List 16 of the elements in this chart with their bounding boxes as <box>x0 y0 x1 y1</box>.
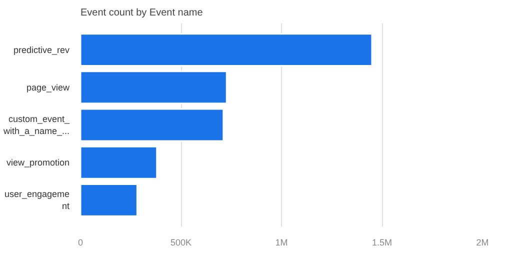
chart-title: Event count by Event name <box>80 8 204 18</box>
y-tick-label: view_promotion <box>6 158 70 168</box>
y-tick-label: predictive_rev <box>13 44 70 55</box>
bar <box>80 70 228 104</box>
y-tick-label: user_engagement <box>4 189 70 212</box>
x-tick-label: 0 <box>78 238 84 248</box>
y-tick-label: page_view <box>26 82 70 92</box>
x-tick-label: 500K <box>170 238 192 248</box>
bar <box>80 183 138 217</box>
x-tick-label: 1M <box>275 238 288 248</box>
bar <box>80 146 158 180</box>
bar <box>80 108 224 142</box>
y-tick-label: custom_event_with_a_name_... <box>2 114 70 136</box>
x-tick-label: 2M <box>476 238 489 248</box>
bar <box>80 33 373 67</box>
x-tick-label: 1.5M <box>372 238 392 248</box>
